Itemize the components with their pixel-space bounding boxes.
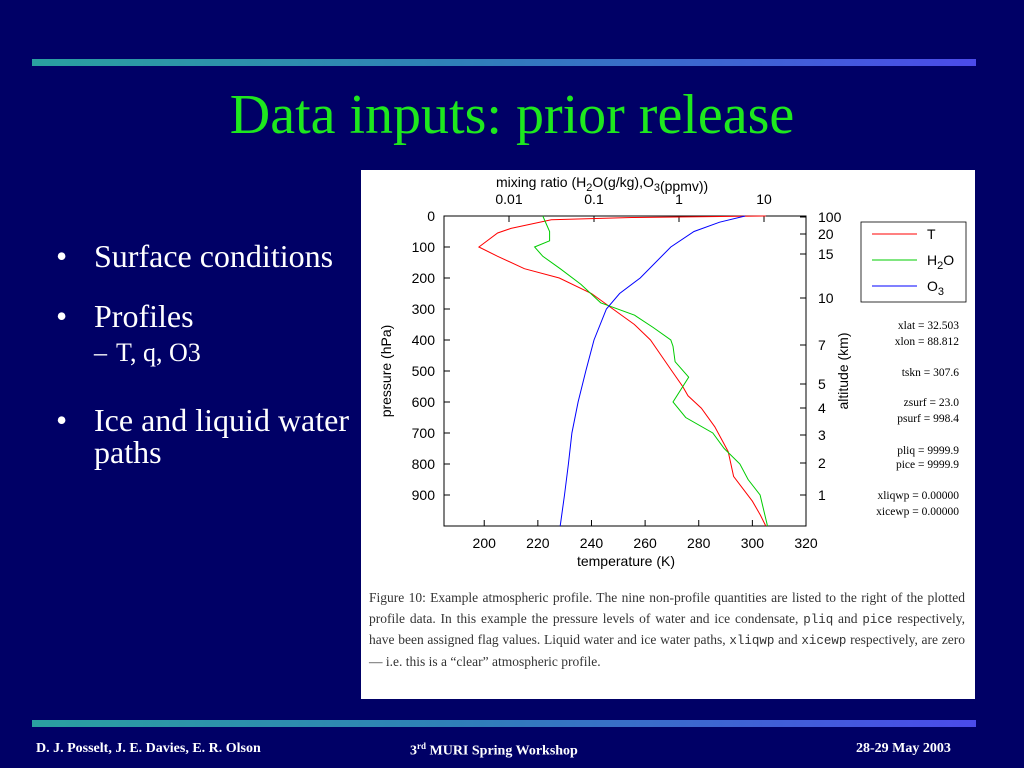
profile-annotation: pliq = 9999.9 (897, 445, 959, 457)
bottom-axis-tick-label: 200 (473, 535, 497, 551)
bullet-item: • Surface conditions (52, 240, 352, 272)
profile-annotation: pice = 9999.9 (896, 459, 959, 471)
bullet-list: • Surface conditions • Profiles – T, q, … (52, 240, 352, 496)
bullet-text: Surface conditions (94, 238, 334, 274)
right-axis-tick-label: 15 (818, 246, 834, 262)
bottom-axis-tick-label: 320 (794, 535, 818, 551)
profile-annotation: zsurf = 23.0 (904, 397, 960, 409)
footer-authors: D. J. Posselt, J. E. Davies, E. R. Olson (36, 741, 261, 756)
right-axis-label: altitude (km) (835, 332, 851, 409)
left-axis-label: pressure (hPa) (378, 325, 394, 418)
top-divider (32, 59, 976, 66)
right-axis-tick-label: 5 (818, 376, 826, 392)
bottom-axis-tick-label: 260 (633, 535, 657, 551)
left-axis-tick-label: 500 (412, 363, 436, 379)
bullet-text: Profiles (94, 298, 194, 334)
series-line-t (477, 215, 767, 527)
left-axis-tick-label: 900 (412, 487, 436, 503)
bottom-axis-tick-label: 240 (580, 535, 604, 551)
bottom-axis-label: temperature (K) (577, 553, 675, 569)
profile-annotation: psurf = 998.4 (897, 413, 959, 425)
legend-box (860, 221, 967, 303)
right-axis-tick-label: 7 (818, 337, 826, 353)
footer-event: 3rd MURI Spring Workshop (410, 741, 578, 760)
sub-bullet-dash: – (94, 338, 107, 367)
bullet-dot: • (56, 238, 68, 274)
sub-bullet-text: T, q, O3 (116, 338, 201, 367)
profile-annotation: xicewp = 0.00000 (876, 506, 959, 518)
series-line-h2o (533, 215, 768, 527)
bullet-item: • Ice and liquid water paths (52, 404, 352, 468)
bottom-axis-tick-label: 280 (687, 535, 711, 551)
profile-annotation: xlon = 88.812 (895, 336, 960, 348)
sub-bullet-item: – T, q, O3 (52, 338, 352, 368)
footer-event-name: MURI Spring Workshop (426, 743, 578, 759)
top-axis-tick-label: 10 (756, 191, 772, 207)
footer-event-ordinal: 3 (410, 743, 417, 759)
right-axis-tick-label: 10 (818, 290, 834, 306)
series-line-o3 (559, 215, 746, 527)
left-axis-tick-label: 300 (412, 301, 436, 317)
figure-caption: Figure 10: Example atmospheric profile. … (369, 590, 965, 669)
profile-annotation: xlat = 32.503 (898, 320, 959, 332)
bullet-dot: • (56, 298, 68, 334)
right-axis-tick-label: 100 (818, 209, 842, 225)
right-axis-tick-label: 3 (818, 427, 826, 443)
legend-label: O3 (927, 278, 944, 298)
bottom-axis-tick-label: 220 (526, 535, 550, 551)
right-axis-tick-label: 4 (818, 400, 826, 416)
right-axis-tick-label: 2 (818, 455, 826, 471)
bottom-divider (32, 720, 976, 727)
left-axis-tick-label: 600 (412, 394, 436, 410)
profile-annotation: tskn = 307.6 (902, 367, 960, 379)
left-axis-tick-label: 800 (412, 456, 436, 472)
legend-label: H2O (927, 252, 954, 272)
left-axis-tick-label: 200 (412, 270, 436, 286)
left-axis-tick-label: 700 (412, 425, 436, 441)
left-axis-tick-label: 0 (427, 208, 435, 224)
slide-title: Data inputs: prior release (229, 84, 795, 146)
footer-event-sup: rd (417, 741, 426, 751)
profile-figure: mixing ratio (H2O(g/kg),O3(ppmv)) 0.01 0.1… (361, 170, 975, 699)
top-axis-tick-label: 0.01 (495, 191, 522, 207)
legend-label: T (927, 226, 936, 242)
profile-annotation: xliqwp = 0.00000 (877, 490, 959, 502)
right-axis-tick-label: 20 (818, 226, 834, 242)
plot-frame (443, 215, 807, 527)
top-axis-label: mixing ratio (H2O(g/kg),O3(ppmv)) (496, 174, 708, 194)
top-axis-tick-label: 1 (675, 191, 683, 207)
bullet-text: Ice and liquid water paths (94, 402, 349, 470)
left-axis-tick-label: 100 (412, 239, 436, 255)
right-axis-tick-label: 1 (818, 487, 826, 503)
bottom-axis-tick-label: 300 (741, 535, 765, 551)
bullet-item: • Profiles (52, 300, 352, 332)
footer-date: 28-29 May 2003 (856, 741, 951, 756)
bullet-dot: • (56, 402, 68, 438)
left-axis-tick-label: 400 (412, 332, 436, 348)
profile-chart: mixing ratio (H2O(g/kg),O3(ppmv))0.01 0.1… (378, 174, 967, 569)
top-axis-tick-label: 0.1 (584, 191, 604, 207)
